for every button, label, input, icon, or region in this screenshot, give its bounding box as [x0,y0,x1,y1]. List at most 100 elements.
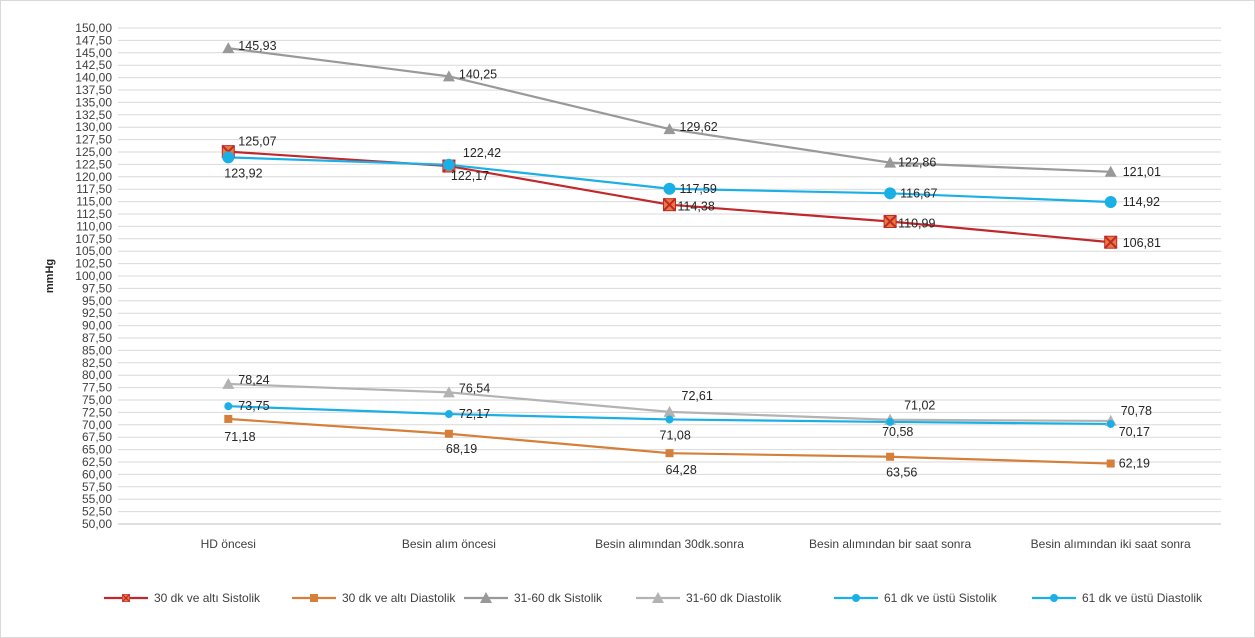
marker-circle [222,151,235,164]
legend-item: 61 dk ve üstü Diastolik [1032,591,1203,605]
legend-marker [852,594,860,602]
y-axis-label: mmHg [44,259,56,293]
marker-circle [444,410,453,419]
data-label: 114,92 [1123,195,1160,209]
legend-label: 30 dk ve altı Diastolik [342,591,456,605]
y-tick-label: 140,00 [75,71,112,85]
marker-triangle [884,156,897,168]
data-label: 76,54 [459,381,490,395]
data-label: 121,01 [1123,165,1161,179]
y-tick-label: 82,50 [82,356,112,370]
marker-x [1103,235,1118,249]
marker-circle [663,182,676,195]
y-tick-label: 137,50 [75,83,112,97]
series-lines [228,47,1111,465]
data-point [665,415,674,424]
marker-x [662,197,677,212]
legend-item: 30 dk ve altı Diastolik [292,591,456,605]
data-label: 64,28 [666,463,697,477]
y-tick-label: 127,50 [75,133,112,147]
legend-marker [1050,594,1058,602]
data-label: 110,99 [898,216,935,230]
legend: 30 dk ve altı Sistolik 30 dk ve altı Dias… [104,591,1203,605]
legend-label: 31-60 dk Diastolik [686,591,782,605]
marker-x [121,593,131,603]
marker-circle [886,417,895,426]
data-point [884,156,897,168]
y-tick-label: 117,50 [76,182,112,196]
marker-triangle [1104,165,1117,177]
marker-square [310,594,318,602]
data-label: 123,92 [224,166,262,180]
y-tick-label: 75,00 [82,393,112,407]
legend-item: 61 dk ve üstü Sistolik [834,591,998,605]
data-point [444,429,453,438]
data-point [1103,235,1118,249]
data-point [883,214,897,229]
series-markers [221,42,1118,468]
marker-circle [665,415,674,424]
data-point [222,151,235,164]
y-tick-label: 60,00 [82,467,112,481]
data-point [1104,195,1117,208]
data-point [224,414,233,423]
y-tick-label: 135,00 [75,95,112,109]
data-point [663,182,676,195]
data-label: 70,78 [1121,404,1152,418]
data-label: 145,93 [238,39,276,53]
data-point [224,402,233,411]
marker-circle [442,158,455,171]
y-tick-label: 115,00 [76,195,112,209]
y-tick-label: 142,50 [75,58,112,72]
legend-item: 31-60 dk Sistolik [464,591,603,605]
y-tick-label: 120,00 [75,170,112,184]
marker-triangle [442,386,455,398]
y-axis-ticks: 50,0052,5055,0057,5060,0062,5065,0067,50… [75,21,112,531]
y-tick-label: 112,50 [76,207,112,221]
data-label: 140,25 [459,67,497,81]
data-label: 122,17 [451,169,489,183]
data-label: 62,19 [1119,457,1150,471]
y-tick-label: 50,00 [82,517,112,531]
data-point [884,187,897,200]
y-tick-label: 122,50 [75,157,112,171]
data-point [662,197,677,212]
marker-square [665,449,674,458]
data-label: 70,58 [882,425,913,439]
data-label: 117,59 [680,182,717,196]
data-point [222,42,235,54]
y-tick-label: 80,00 [82,368,112,382]
data-point [1106,459,1115,468]
x-category-label: HD öncesi [201,537,256,551]
data-point [665,449,674,458]
y-tick-label: 150,00 [75,21,112,35]
y-tick-label: 97,50 [82,281,112,295]
y-tick-label: 147,50 [75,33,112,47]
x-axis-categories: HD öncesi Besin alım öncesi Besin alımında… [201,537,1191,551]
data-label: 114,38 [678,200,715,214]
data-label: 71,02 [904,399,935,413]
data-point [663,123,676,135]
marker-triangle [480,592,492,603]
data-label: 68,19 [446,442,477,456]
data-point [442,158,455,171]
y-tick-label: 110,00 [76,219,112,233]
y-tick-label: 102,50 [75,257,112,271]
y-tick-label: 145,00 [75,46,112,60]
data-point [663,405,676,417]
marker-circle [224,402,233,411]
y-tick-label: 125,00 [75,145,112,159]
y-tick-label: 72,50 [82,405,112,419]
y-tick-label: 62,50 [82,455,112,469]
data-point [444,410,453,419]
marker-triangle [663,123,676,135]
marker-triangle [222,377,235,389]
marker-triangle [652,592,664,603]
data-label: 73,75 [238,399,269,413]
data-label: 70,17 [1119,425,1150,439]
y-tick-label: 90,00 [82,319,112,333]
legend-marker [480,592,492,603]
data-point [886,417,895,426]
data-label: 71,18 [224,430,255,444]
legend-item: 31-60 dk Diastolik [636,591,782,605]
